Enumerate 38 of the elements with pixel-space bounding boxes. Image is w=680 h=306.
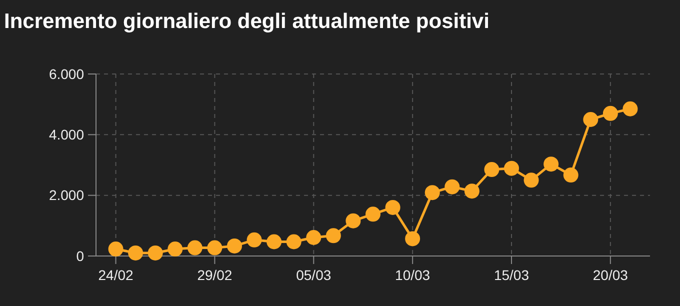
x-tick-label: 29/02 [197, 267, 232, 283]
point [346, 213, 361, 228]
point [524, 172, 539, 188]
y-tick-label: 0 [76, 248, 84, 264]
point [366, 206, 380, 222]
point [602, 106, 618, 121]
point [385, 200, 400, 215]
point [544, 156, 559, 172]
point [128, 245, 144, 260]
point [266, 234, 282, 250]
y-tick-label: 4.000 [48, 126, 84, 143]
x-tick-label: 20/03 [592, 267, 628, 283]
x-tick-label: 15/03 [494, 267, 530, 283]
point [148, 245, 163, 260]
point [504, 160, 519, 176]
point [444, 179, 460, 194]
point [108, 242, 124, 257]
point [286, 234, 302, 250]
point [622, 101, 638, 116]
x-tick-label: 05/03 [296, 267, 332, 283]
point [563, 168, 578, 183]
y-tick-label: 2.000 [48, 187, 84, 204]
point [484, 162, 500, 178]
x-tick-label: 10/03 [395, 267, 430, 283]
y-tick-label: 6.000 [48, 66, 84, 82]
point [464, 184, 480, 199]
x-tick-label: 24/02 [98, 267, 134, 283]
point [405, 231, 420, 246]
point [246, 232, 262, 248]
point [424, 185, 440, 200]
chart-title: Incremento giornaliero degli attualmente positivi [4, 10, 490, 33]
point [306, 230, 322, 245]
point [168, 242, 183, 257]
point [207, 240, 222, 256]
point [326, 228, 341, 244]
point [583, 112, 598, 127]
point [187, 240, 202, 256]
point [227, 238, 242, 254]
